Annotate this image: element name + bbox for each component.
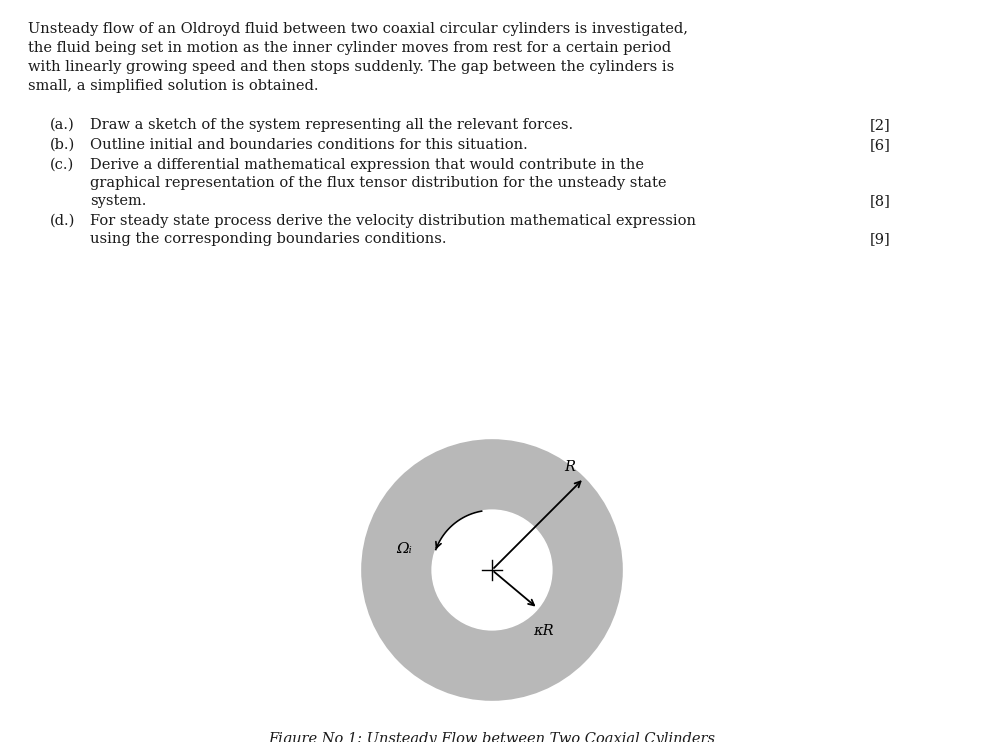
Text: [6]: [6]: [870, 138, 891, 152]
Text: [8]: [8]: [870, 194, 891, 208]
Text: (b.): (b.): [50, 138, 75, 152]
Text: Draw a sketch of the system representing all the relevant forces.: Draw a sketch of the system representing…: [90, 118, 573, 132]
Text: [9]: [9]: [870, 232, 891, 246]
Text: κR: κR: [532, 625, 553, 638]
Text: Derive a differential mathematical expression that would contribute in the: Derive a differential mathematical expre…: [90, 158, 644, 172]
Circle shape: [432, 510, 552, 630]
Text: (c.): (c.): [50, 158, 74, 172]
Text: Unsteady flow of an Oldroyd fluid between two coaxial circular cylinders is inve: Unsteady flow of an Oldroyd fluid betwee…: [28, 22, 688, 36]
Text: graphical representation of the flux tensor distribution for the unsteady state: graphical representation of the flux ten…: [90, 176, 666, 190]
Text: R: R: [565, 460, 576, 474]
Text: using the corresponding boundaries conditions.: using the corresponding boundaries condi…: [90, 232, 447, 246]
Text: Outline initial and boundaries conditions for this situation.: Outline initial and boundaries condition…: [90, 138, 527, 152]
Text: (a.): (a.): [50, 118, 75, 132]
Circle shape: [362, 440, 622, 700]
Text: with linearly growing speed and then stops suddenly. The gap between the cylinde: with linearly growing speed and then sto…: [28, 60, 674, 74]
Text: Figure No 1: Unsteady Flow between Two Coaxial Cylinders: Figure No 1: Unsteady Flow between Two C…: [269, 732, 715, 742]
Text: Ωᵢ: Ωᵢ: [397, 542, 412, 556]
Text: small, a simplified solution is obtained.: small, a simplified solution is obtained…: [28, 79, 319, 93]
Text: (d.): (d.): [50, 214, 76, 228]
Text: the fluid being set in motion as the inner cylinder moves from rest for a certai: the fluid being set in motion as the inn…: [28, 41, 671, 55]
Text: For steady state process derive the velocity distribution mathematical expressio: For steady state process derive the velo…: [90, 214, 696, 228]
Text: system.: system.: [90, 194, 147, 208]
Text: [2]: [2]: [870, 118, 891, 132]
